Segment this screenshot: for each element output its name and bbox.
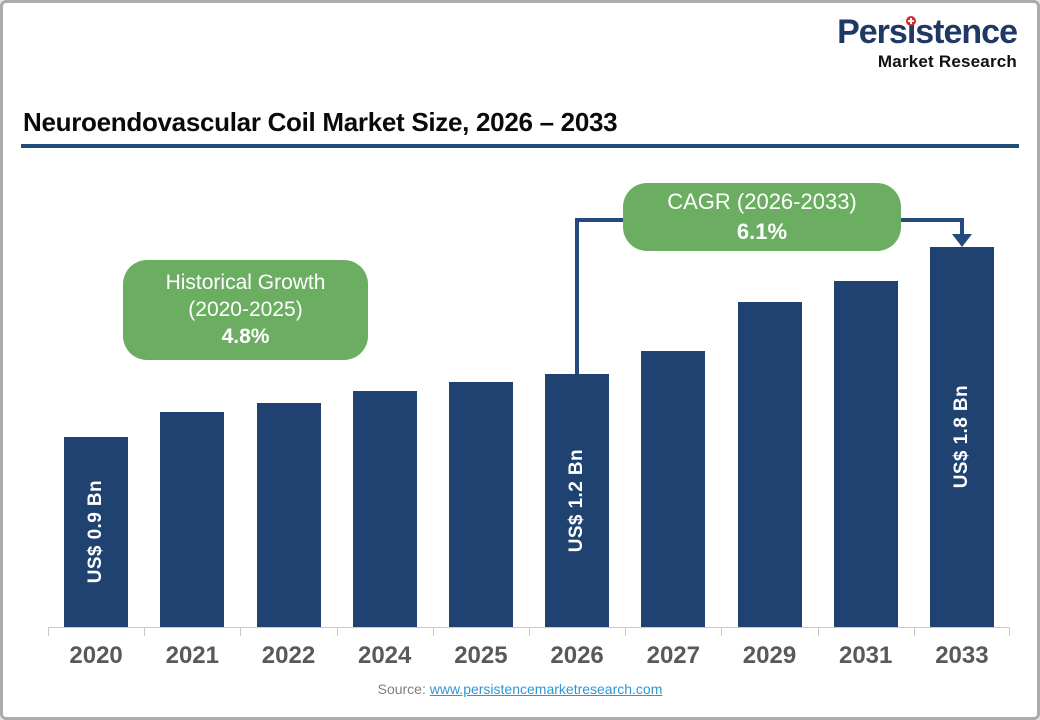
arrow-down-icon (951, 234, 972, 247)
bar-2021 (160, 412, 225, 627)
brand-name: Persı stence (837, 13, 1018, 51)
historical-growth-line2: (2020-2025) (188, 298, 303, 321)
x-axis-tick (625, 627, 627, 636)
x-tick-label-2033: 2033 (935, 642, 989, 669)
bar-value-label-2026: US$ 1.2 Bn (566, 448, 588, 553)
bar-2031 (833, 281, 898, 627)
bar-value-label-2033: US$ 1.8 Bn (950, 385, 972, 489)
x-axis-tick (240, 627, 242, 636)
x-axis-tick (529, 627, 530, 636)
x-axis-tick (913, 627, 915, 636)
brand-tagline: Market Research (877, 51, 1017, 71)
x-axis-tick (432, 627, 434, 636)
x-axis-tick (1009, 627, 1010, 636)
x-axis-tick (817, 627, 819, 636)
bar-2022 (256, 403, 321, 627)
x-tick-label-2020: 2020 (69, 642, 123, 669)
page-title: Neuroendovascular Coil Market Size, 2026… (23, 107, 618, 137)
brand-name-part: stence (915, 13, 1018, 51)
x-tick-label-2027: 2027 (646, 642, 700, 669)
source-link[interactable]: www.persistencemarketresearch.com (429, 681, 663, 697)
bar-2029 (737, 302, 802, 627)
x-axis-tick (48, 627, 49, 636)
logo-red-cross-dot-icon (906, 16, 917, 26)
bar-2027 (641, 351, 706, 627)
source-line: Source: www.persistencemarketresearch.co… (3, 681, 1037, 697)
bar-2020: US$ 0.9 Bn (64, 437, 129, 627)
cagr-connector-left-vertical (575, 218, 580, 374)
brand-logo: Persı stence Market Research (837, 13, 1018, 72)
x-tick-label-2024: 2024 (357, 642, 412, 669)
x-tick-label-2026: 2026 (550, 642, 604, 669)
cagr-line1: CAGR (2026-2033) (667, 189, 857, 214)
x-tick-label-2031: 2031 (838, 642, 893, 669)
x-axis-tick (144, 627, 146, 636)
cagr-connector-right-vertical (959, 218, 964, 235)
bar-2026: US$ 1.2 Bn (545, 374, 610, 627)
source-prefix: Source: (377, 681, 426, 697)
brand-letter-i: ı (906, 13, 917, 51)
cagr-connector-right-horizontal (901, 218, 964, 222)
bar-2025 (448, 382, 513, 627)
historical-growth-value: 4.8% (221, 325, 270, 348)
x-tick-label-2022: 2022 (261, 642, 316, 669)
x-tick-label-2029: 2029 (742, 642, 797, 669)
bar-2024 (352, 391, 417, 627)
x-axis-tick (721, 627, 723, 636)
bar-chart: US$ 0.9 Bn 2020 2021 2022 2024 2025 US$ 1.2 Bn… (48, 163, 1010, 669)
title-underline (21, 144, 1019, 148)
cagr-connector-left-horizontal (575, 218, 623, 222)
x-tick-label-2021: 2021 (165, 642, 219, 669)
brand-name-part: Pers (837, 13, 908, 51)
bar-2033: US$ 1.8 Bn (929, 247, 994, 627)
cagr-value: 6.1% (736, 219, 788, 244)
x-tick-label-2025: 2025 (454, 642, 508, 669)
x-axis-tick (336, 627, 338, 636)
historical-growth-line1: Historical Growth (165, 271, 326, 294)
historical-growth-callout: Historical Growth (2020-2025) 4.8% (123, 260, 368, 360)
bar-value-label-2020: US$ 0.9 Bn (85, 480, 107, 584)
cagr-callout: CAGR (2026-2033) 6.1% (623, 183, 901, 251)
